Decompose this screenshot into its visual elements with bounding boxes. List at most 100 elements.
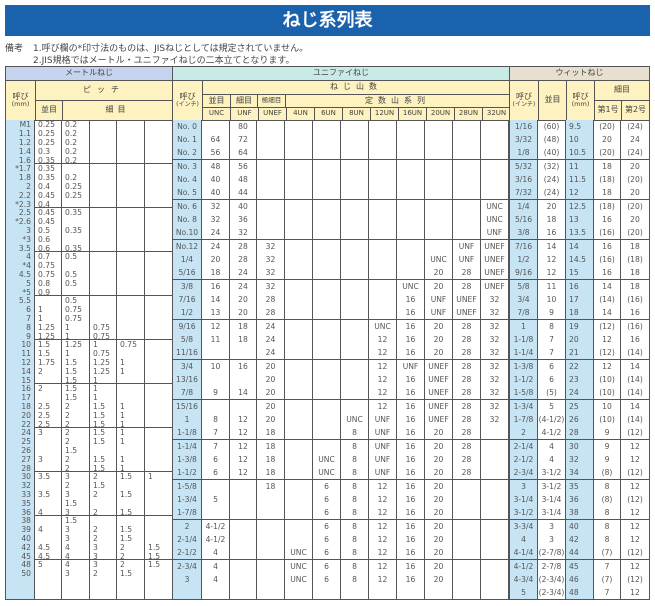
value-cell: 1.5 [117, 472, 145, 481]
value-cell: 12 [538, 266, 566, 279]
size-cell: 36 [5, 508, 35, 517]
metric-coarse-header: 並目 [35, 100, 63, 121]
size-cell: 2 [5, 182, 35, 191]
value-cell: 16 [397, 400, 425, 413]
table-row: 45 4.5 4 3 2 1.5 [5, 552, 173, 561]
value-cell [35, 499, 62, 508]
table-row: 2-1/4 4 30 9 12 [509, 440, 650, 453]
size-cell: 1-7/8 [172, 506, 202, 519]
value-cell [257, 133, 285, 146]
value-cell: 6 [538, 360, 566, 373]
value-cell: (14) [621, 373, 650, 386]
size-cell: 1-1/8 [509, 333, 538, 346]
value-cell: 16 [594, 213, 621, 226]
value-cell: (16) [594, 226, 621, 239]
value-cell: UNC [341, 413, 369, 426]
value-cell: UNEF [425, 413, 453, 426]
whitworth-row-group: 2-1/4 4 30 9 12 2-1/2 4 32 9 12 2-3/4 3-1/2 34 (8) (12… [509, 440, 650, 480]
value-cell [285, 466, 313, 479]
table-row: 4-3/4 (2-3/4) 46 (7) (12) [509, 573, 650, 586]
value-cell [257, 120, 285, 133]
size-cell: 24 [5, 428, 35, 437]
value-cell: 14 [538, 240, 566, 253]
table-row: 7/8 9 14 20 12 16 UNEF 28 32 [172, 386, 509, 399]
value-cell: 8 [594, 520, 621, 533]
value-cell: 20 [257, 386, 285, 399]
value-cell [145, 261, 173, 270]
value-cell: 2 [90, 534, 117, 543]
size-cell: 1.6 [5, 156, 35, 165]
size-cell: 2-1/2 [172, 546, 202, 559]
value-cell [369, 280, 397, 293]
size-cell: 10 [5, 340, 35, 349]
value-cell: 2 [90, 569, 117, 578]
value-cell [230, 560, 257, 573]
size-cell: 2.5 [5, 208, 35, 217]
value-cell: (12) [594, 346, 621, 359]
value-cell [145, 217, 173, 226]
value-cell [481, 160, 509, 173]
table-row: 1-7/8 (4-1/2) 26 (10) (14) [509, 413, 650, 426]
unified-col-header-4un: 4UN [286, 107, 315, 121]
unified-col-header-unf: UNF [230, 107, 259, 121]
value-cell: 2 [90, 508, 117, 517]
value-cell [145, 147, 173, 156]
unified-call-label: 呼び [179, 91, 196, 101]
value-cell [145, 279, 173, 288]
value-cell: UNF [369, 453, 397, 466]
value-cell [397, 213, 425, 226]
table-row: 3/8 16 24 32 UNC 20 28 UNEF [172, 280, 509, 293]
size-cell: 5.5 [5, 296, 35, 305]
metric-row-group: 48 5 4 3 2 1.5 50 3 2 1.5 [5, 560, 173, 600]
value-cell [285, 506, 313, 519]
value-cell: 12 [230, 453, 257, 466]
value-cell [481, 573, 509, 586]
table-row: 4 0.7 0.5 [5, 252, 173, 261]
table-row: 1-1/8 7 12 18 8 UNF 16 20 28 [172, 426, 509, 439]
value-cell [230, 506, 257, 519]
value-cell: (24) [538, 173, 566, 186]
value-cell: 4.5 [35, 543, 62, 552]
value-cell: 10 [202, 360, 230, 373]
value-cell: 8 [341, 466, 369, 479]
value-cell: 0.6 [35, 244, 62, 253]
unified-col-header-32un: 32UN [482, 107, 511, 121]
value-cell: 28 [566, 426, 594, 439]
size-cell: 4.5 [5, 270, 35, 279]
value-cell [145, 437, 173, 446]
value-cell: 2-7/8 [538, 560, 566, 573]
whitworth-call-inch-unit: (インチ) [512, 100, 536, 108]
value-cell: UNEF [425, 400, 453, 413]
value-cell [453, 226, 481, 239]
value-cell [145, 428, 173, 437]
value-cell [341, 346, 369, 359]
table-row: 27 3 2 1.5 1 [5, 455, 173, 464]
value-cell: 5 [35, 560, 62, 569]
value-cell: 4.5 [35, 552, 62, 561]
value-cell: 3 [90, 543, 117, 552]
value-cell: 2 [90, 490, 117, 499]
value-cell: (20) [621, 226, 650, 239]
size-cell: 50 [5, 569, 35, 578]
value-cell: 8 [341, 560, 369, 573]
value-cell: 3 [90, 552, 117, 561]
value-cell: 30 [566, 440, 594, 453]
value-cell [257, 213, 285, 226]
size-cell: 26 [5, 446, 35, 455]
value-cell: 1 [90, 340, 117, 349]
value-cell: 0.2 [62, 156, 90, 165]
value-cell: 0.45 [35, 191, 62, 200]
value-cell: 2 [62, 428, 90, 437]
value-cell: 14 [202, 293, 230, 306]
value-cell: UNEF [453, 293, 481, 306]
value-cell [453, 573, 481, 586]
value-cell: 1.5 [90, 455, 117, 464]
table-row: 3/8 16 13.5 (16) (20) [509, 226, 650, 239]
value-cell: 16 [397, 520, 425, 533]
value-cell: 38 [566, 506, 594, 519]
value-cell: 6 [202, 453, 230, 466]
value-cell [313, 160, 341, 173]
value-cell [369, 120, 397, 133]
value-cell [313, 293, 341, 306]
size-cell: *2.6 [5, 217, 35, 226]
